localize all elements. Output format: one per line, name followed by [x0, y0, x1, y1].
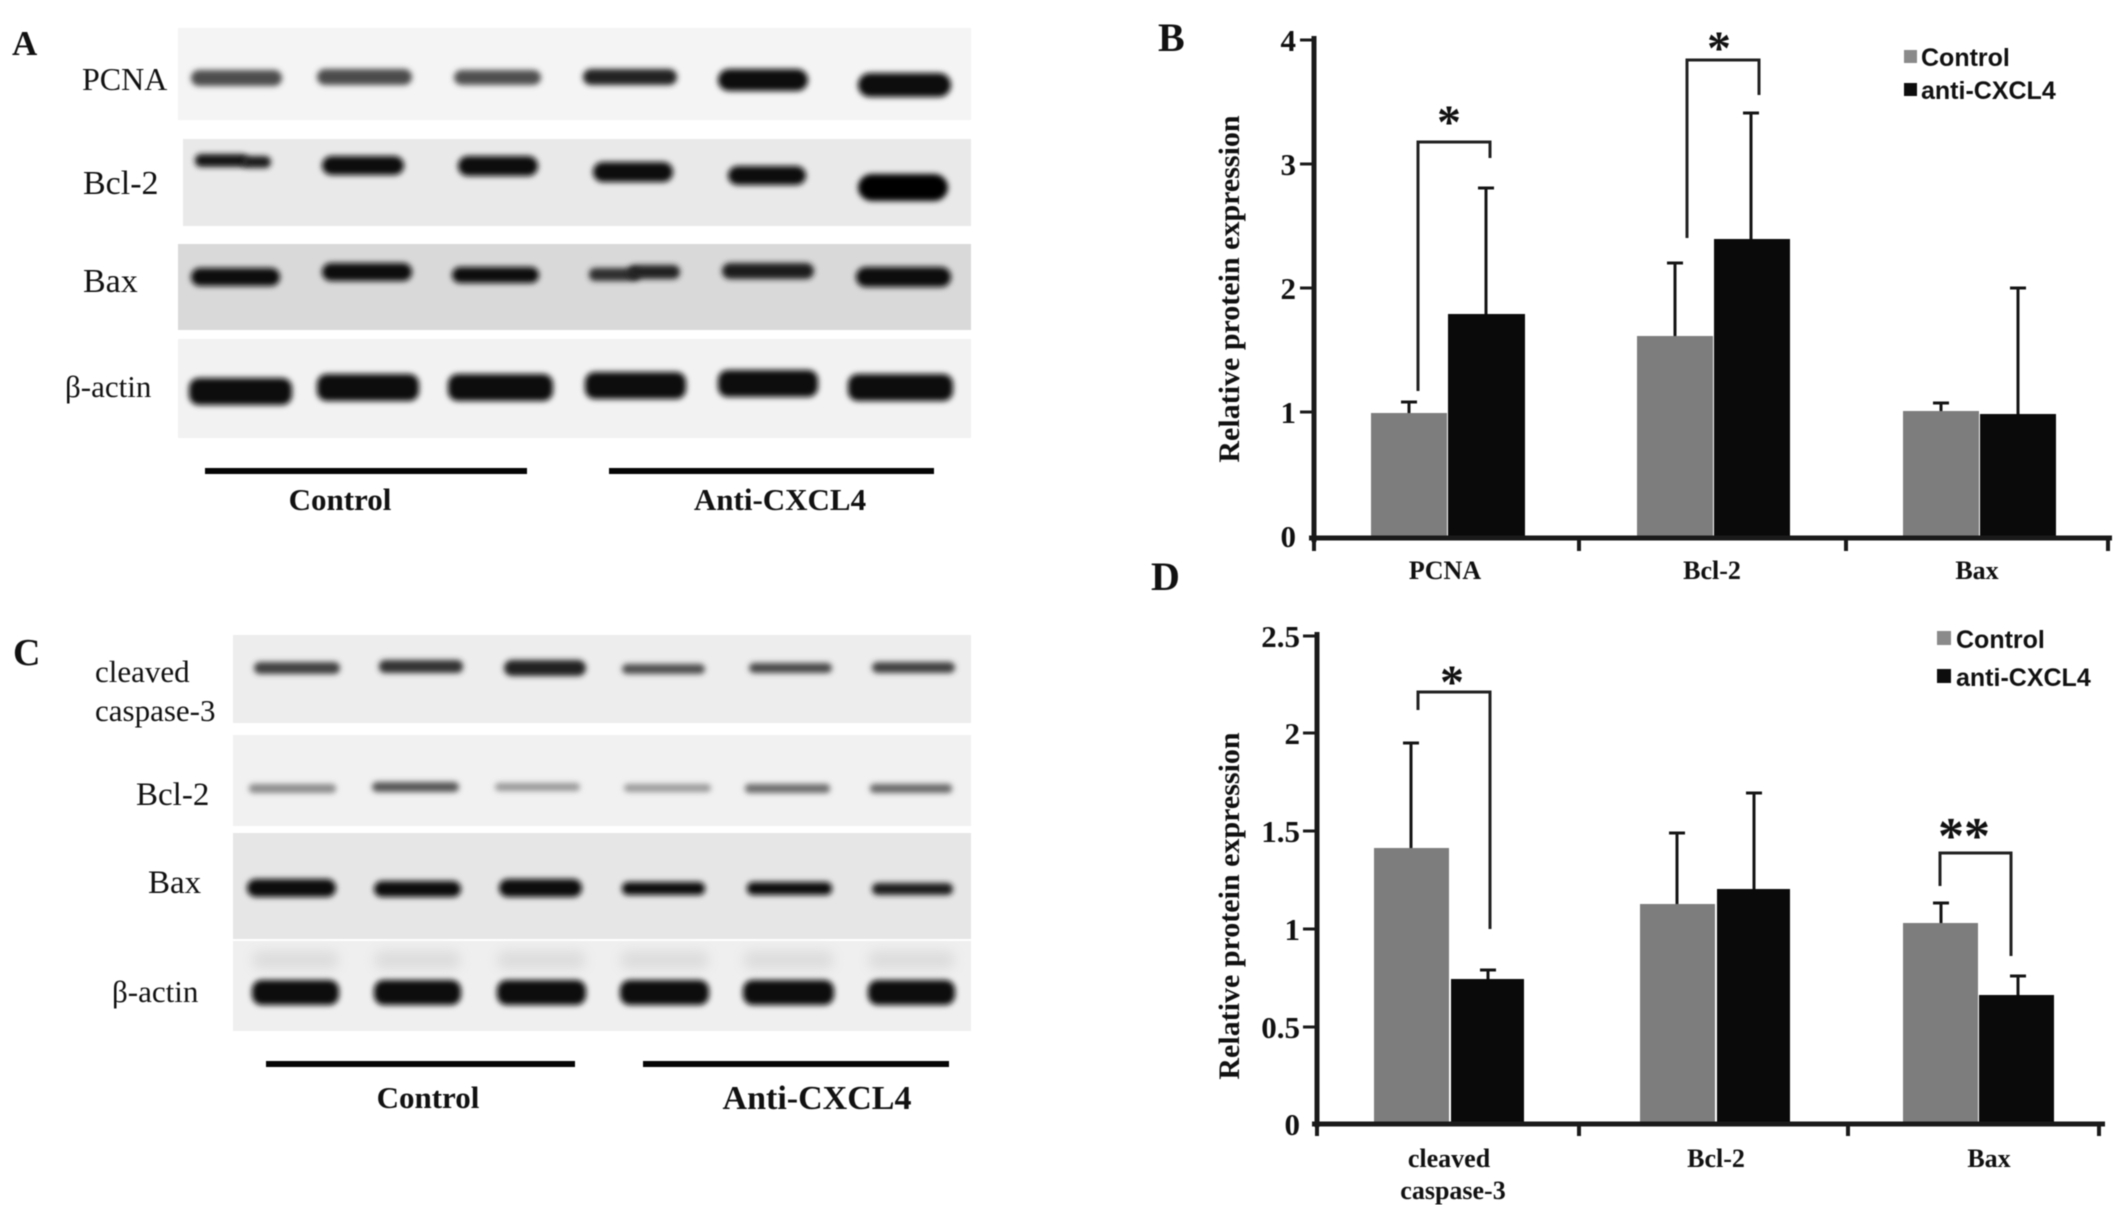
svg-text:*: * [1437, 96, 1461, 149]
svg-text:0: 0 [1285, 1107, 1301, 1142]
svg-text:cleaved: cleaved [1408, 1144, 1491, 1173]
svg-text:Bax: Bax [1967, 1144, 2010, 1173]
svg-text:Control: Control [1956, 626, 2045, 654]
svg-text:2: 2 [1281, 271, 1297, 306]
svg-text:0: 0 [1281, 519, 1297, 554]
svg-text:D: D [1151, 554, 1180, 599]
svg-text:1: 1 [1285, 912, 1301, 947]
svg-text:caspase-3: caspase-3 [95, 693, 216, 728]
svg-text:PCNA: PCNA [1409, 556, 1481, 585]
svg-text:Relative protein expression: Relative protein expression [1213, 732, 1246, 1080]
svg-text:*: * [1707, 22, 1731, 75]
svg-text:Bax: Bax [1955, 556, 1998, 585]
svg-text:caspase-3: caspase-3 [1400, 1176, 1505, 1205]
svg-text:C: C [13, 632, 40, 674]
svg-text:Bcl-2: Bcl-2 [136, 777, 209, 813]
svg-text:Anti-CXCL4: Anti-CXCL4 [723, 1080, 912, 1117]
svg-text:anti-CXCL4: anti-CXCL4 [1921, 77, 2056, 105]
svg-text:Control: Control [1921, 44, 2010, 72]
svg-text:Control: Control [289, 482, 392, 517]
svg-text:Control: Control [377, 1080, 480, 1115]
svg-text:2.5: 2.5 [1261, 619, 1300, 654]
svg-text:Bax: Bax [148, 865, 202, 901]
svg-text:Anti-CXCL4: Anti-CXCL4 [694, 482, 866, 517]
svg-text:Bcl-2: Bcl-2 [1683, 556, 1741, 585]
svg-text:A: A [12, 24, 38, 63]
svg-text:1: 1 [1281, 395, 1297, 430]
svg-text:B: B [1158, 15, 1185, 60]
svg-text:β-actin: β-actin [112, 974, 199, 1009]
svg-text:4: 4 [1281, 23, 1297, 58]
svg-text:0.5: 0.5 [1261, 1010, 1300, 1045]
svg-text:β-actin: β-actin [65, 369, 152, 404]
svg-text:Bcl-2: Bcl-2 [1687, 1144, 1745, 1173]
svg-text:Bcl-2: Bcl-2 [83, 165, 159, 202]
svg-text:Relative protein expression: Relative protein expression [1213, 115, 1246, 463]
svg-text:PCNA: PCNA [82, 61, 167, 97]
svg-text:*: * [1440, 656, 1464, 709]
svg-text:anti-CXCL4: anti-CXCL4 [1956, 664, 2091, 692]
svg-text:Bax: Bax [83, 263, 138, 300]
svg-text:cleaved: cleaved [95, 654, 190, 689]
svg-text:**: ** [1938, 808, 1990, 865]
svg-text:3: 3 [1281, 147, 1297, 182]
svg-text:2: 2 [1285, 716, 1301, 751]
svg-text:1.5: 1.5 [1261, 814, 1300, 849]
